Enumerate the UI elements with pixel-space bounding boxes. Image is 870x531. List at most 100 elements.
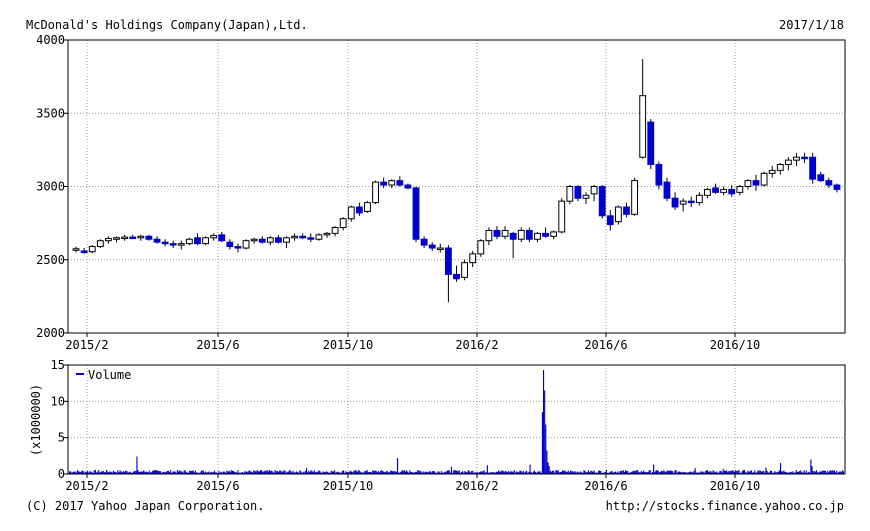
volume-bar	[666, 470, 668, 474]
volume-x-tick-label: 2015/6	[196, 479, 239, 493]
candle	[582, 192, 590, 205]
volume-bar	[188, 472, 190, 474]
candle-body-down	[444, 247, 452, 275]
volume-bar	[733, 471, 736, 474]
volume-bar	[239, 472, 241, 474]
candle-body-down	[752, 180, 760, 186]
volume-bar	[350, 471, 353, 474]
volume-bar	[339, 472, 341, 474]
volume-bar	[425, 471, 427, 474]
volume-bar	[329, 472, 331, 474]
volume-bar	[289, 470, 291, 474]
volume-bar	[732, 470, 734, 474]
candle-body-up	[315, 234, 323, 240]
volume-bar	[736, 470, 738, 474]
price-y-tick-label: 2000	[36, 326, 65, 340]
volume-bar	[754, 470, 756, 474]
volume-bar	[137, 470, 139, 474]
candle	[323, 231, 331, 238]
volume-bar	[500, 471, 502, 474]
price-x-ticks: 2015/2 2015/6 2015/10 2016/2 2016/6 2016/10	[65, 333, 760, 352]
volume-bar	[841, 470, 843, 474]
volume-bar	[529, 464, 531, 474]
volume-bar	[112, 470, 114, 474]
volume-bar	[183, 470, 185, 474]
volume-x-tick-label: 2015/10	[323, 479, 374, 493]
volume-bar	[228, 470, 230, 474]
volume-bar	[156, 470, 158, 474]
volume-bar	[385, 471, 387, 474]
candle	[218, 231, 226, 243]
candle	[129, 234, 137, 240]
volume-bar	[785, 472, 787, 474]
volume-bar	[129, 471, 131, 474]
volume-bar	[811, 466, 813, 474]
volume-bar	[394, 471, 396, 474]
volume-bar	[139, 471, 141, 474]
candle-body-down	[404, 184, 412, 189]
candle-body-up	[88, 246, 96, 253]
volume-bar	[756, 472, 758, 474]
volume-bar	[170, 470, 172, 474]
volume-bar	[250, 471, 253, 474]
candle	[477, 239, 485, 257]
volume-bar	[211, 472, 213, 474]
volume-bar	[731, 470, 733, 474]
volume-grid	[68, 365, 845, 474]
volume-bar	[585, 472, 587, 474]
volume-bar	[777, 471, 779, 474]
volume-bar	[436, 472, 438, 474]
volume-bar	[173, 471, 175, 474]
volume-bar	[108, 472, 110, 474]
volume-bar	[832, 470, 834, 474]
volume-bar	[714, 472, 716, 474]
volume-bar	[498, 470, 500, 474]
volume-bar	[358, 470, 360, 474]
volume-bar	[282, 471, 284, 474]
volume-bar	[760, 471, 763, 474]
volume-bar	[449, 472, 451, 474]
volume-bar	[703, 472, 705, 474]
candle-body-down	[129, 236, 137, 240]
volume-bar	[384, 471, 386, 474]
volume-bar	[695, 472, 697, 474]
volume-bar	[817, 472, 819, 474]
volume-bar	[483, 470, 485, 474]
volume-bar	[547, 462, 549, 474]
volume-bar	[735, 470, 737, 474]
candle-body-up	[720, 188, 728, 193]
volume-bar	[265, 470, 267, 474]
volume-bar	[128, 472, 130, 474]
volume-y-tick-label: 15	[51, 358, 65, 372]
volume-bar	[90, 471, 92, 474]
candle	[793, 152, 800, 166]
volume-bar	[527, 472, 529, 474]
volume-bar	[631, 471, 633, 474]
candle-body-up	[177, 243, 185, 246]
volume-bar	[100, 471, 102, 474]
volume-bar	[241, 472, 244, 474]
price-x-tick-label: 2016/10	[710, 338, 761, 352]
source-url: http://stocks.finance.yahoo.co.jp	[606, 499, 844, 513]
volume-bar	[581, 472, 583, 474]
volume-bar	[74, 471, 76, 474]
volume-x-ticks: 2015/2 2015/6 2015/10 2016/2 2016/6 2016/10	[65, 474, 760, 493]
candle	[105, 236, 112, 244]
volume-bar	[516, 471, 518, 474]
volume-bar	[97, 471, 99, 474]
volume-bar	[572, 471, 574, 474]
volume-bar	[116, 472, 118, 474]
volume-bar	[150, 472, 153, 474]
volume-bar	[523, 472, 526, 474]
volume-bar	[212, 472, 214, 474]
volume-bar	[473, 472, 475, 474]
candle	[347, 205, 355, 222]
volume-bar	[637, 470, 639, 474]
volume-bar	[786, 472, 788, 474]
volume-bar	[779, 463, 782, 474]
volume-bar	[522, 470, 524, 474]
volume-bar	[642, 470, 645, 474]
volume-bar	[402, 470, 404, 474]
volume-bar	[368, 471, 371, 474]
volume-bar	[772, 472, 774, 474]
